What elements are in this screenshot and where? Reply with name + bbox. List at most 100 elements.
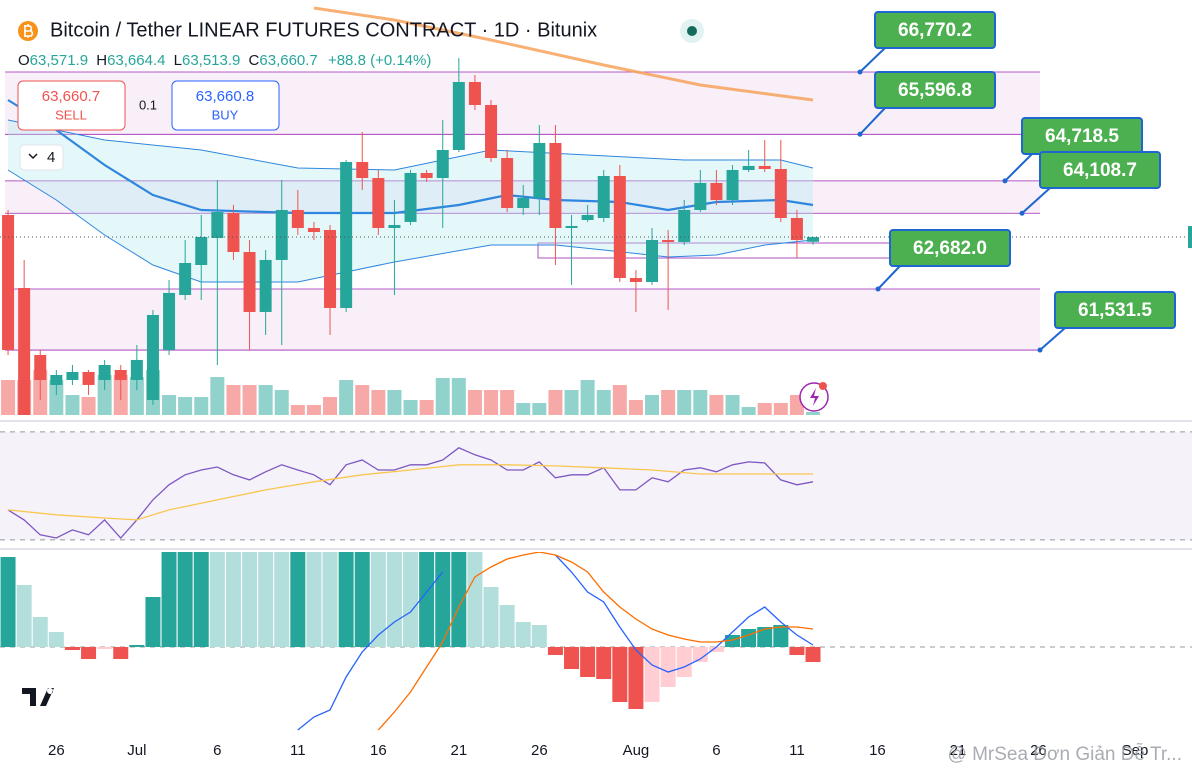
- candle-body: [678, 209, 691, 242]
- histogram-bar: [499, 605, 515, 647]
- candle-body: [807, 237, 820, 242]
- histogram-bar: [129, 645, 145, 647]
- histogram-bar: [258, 552, 274, 647]
- candle-body: [307, 228, 320, 232]
- level-label: 66,770.2: [898, 20, 972, 41]
- volume-bar: [628, 400, 643, 415]
- histogram-bar: [403, 552, 419, 647]
- candle-body: [565, 225, 578, 229]
- histogram-bar: [48, 632, 64, 647]
- volume-bar: [290, 405, 305, 415]
- level-label: 64,108.7: [1063, 160, 1137, 181]
- histogram-bar: [193, 552, 209, 647]
- histogram-bar: [209, 552, 225, 647]
- candle-body: [163, 292, 176, 350]
- volume-bar: [435, 378, 450, 415]
- histogram-bar: [81, 647, 97, 659]
- volume-bar: [258, 385, 273, 415]
- last-price-tag: [1188, 226, 1192, 249]
- histogram-bar: [580, 647, 596, 677]
- overlay-line: [313, 6, 814, 102]
- ohlc-value: 63,664.4: [107, 52, 165, 69]
- level-pointer: [877, 265, 901, 290]
- candle-body: [372, 178, 385, 229]
- histogram-bar: [725, 635, 741, 647]
- candle-body: [501, 158, 514, 209]
- level-box: [1039, 151, 1161, 189]
- x-tick-label: 16: [370, 742, 387, 759]
- candle-body: [34, 354, 47, 380]
- level-box: [1054, 291, 1176, 329]
- candle-body: [130, 359, 143, 380]
- indicator-toggle[interactable]: [19, 144, 64, 171]
- histogram-bar: [419, 552, 435, 647]
- chart-title: Bitcoin / Tether LINEAR FUTURES CONTRACT…: [50, 19, 597, 41]
- watermark: @ MrSea Đơn Giản Dễ Tr...: [948, 743, 1183, 765]
- candle-body: [275, 209, 288, 260]
- candle-body: [597, 175, 610, 218]
- sell-price[interactable]: 63,660.7: [42, 88, 100, 105]
- candle-body: [758, 165, 771, 169]
- x-tick-label: 6: [213, 742, 221, 759]
- histogram-bar: [0, 557, 16, 647]
- volume-bar: [387, 390, 402, 415]
- histogram-bar: [564, 647, 580, 669]
- sell-button[interactable]: [17, 80, 126, 131]
- ohlc-value: 63,571.9: [30, 52, 88, 69]
- volume-bar: [162, 395, 177, 415]
- histogram-bar: [274, 552, 290, 647]
- candle-body: [436, 149, 449, 179]
- ohlc-value: 63,660.7: [259, 52, 317, 69]
- volume-bar: [773, 403, 788, 415]
- level-label: 62,682.0: [913, 238, 987, 259]
- level-pointer: [859, 107, 886, 135]
- alert-badge[interactable]: [819, 382, 827, 390]
- volume-bar: [806, 412, 821, 415]
- sell-label[interactable]: SELL: [55, 107, 87, 122]
- candle-body: [2, 215, 15, 350]
- histogram-bar: [306, 552, 322, 647]
- volume-bar: [178, 397, 193, 415]
- candle-body: [179, 262, 192, 295]
- buy-label[interactable]: BUY: [212, 107, 239, 122]
- ohlc-value: 63,513.9: [182, 52, 240, 69]
- x-tick-label: 26: [1030, 742, 1047, 759]
- histogram-bar: [789, 647, 805, 655]
- status-dot: [687, 26, 697, 36]
- volume-bar: [323, 397, 338, 415]
- volume-bar: [226, 385, 241, 415]
- candle-body: [243, 252, 256, 312]
- indicator-count[interactable]: 4: [47, 149, 55, 166]
- buy-button[interactable]: [171, 80, 280, 131]
- buy-price[interactable]: 63,660.8: [196, 88, 254, 105]
- ohlc-label: L: [174, 52, 182, 69]
- histogram-bar: [773, 625, 789, 647]
- histogram-bar: [242, 552, 258, 647]
- candle-body: [114, 369, 127, 380]
- candle-body: [211, 211, 224, 238]
- level-label: 65,596.8: [898, 80, 972, 101]
- quantity: 0.1: [139, 97, 157, 112]
- logo: [22, 688, 54, 706]
- level-box: [874, 71, 996, 109]
- candle-body: [468, 82, 481, 105]
- ohlc-label: O: [18, 52, 30, 69]
- volume-bar: [81, 397, 96, 415]
- candle-body: [710, 183, 723, 200]
- volume-bar: [645, 395, 660, 415]
- candle-body: [324, 229, 337, 308]
- chevron[interactable]: [28, 153, 38, 160]
- level-box: [874, 11, 996, 49]
- histogram-bar: [225, 552, 241, 647]
- volume-bar: [306, 405, 321, 415]
- histogram-bar: [741, 629, 757, 647]
- histogram-bar: [354, 552, 370, 647]
- volume-bar: [709, 395, 724, 415]
- alert-glyph[interactable]: [810, 388, 819, 406]
- rsi-line: [7, 464, 813, 521]
- volume-bar: [419, 400, 434, 415]
- histogram-bar: [628, 647, 644, 709]
- histogram-bar: [483, 587, 499, 647]
- x-tick-label: 6: [712, 742, 720, 759]
- volume-bar: [516, 403, 531, 415]
